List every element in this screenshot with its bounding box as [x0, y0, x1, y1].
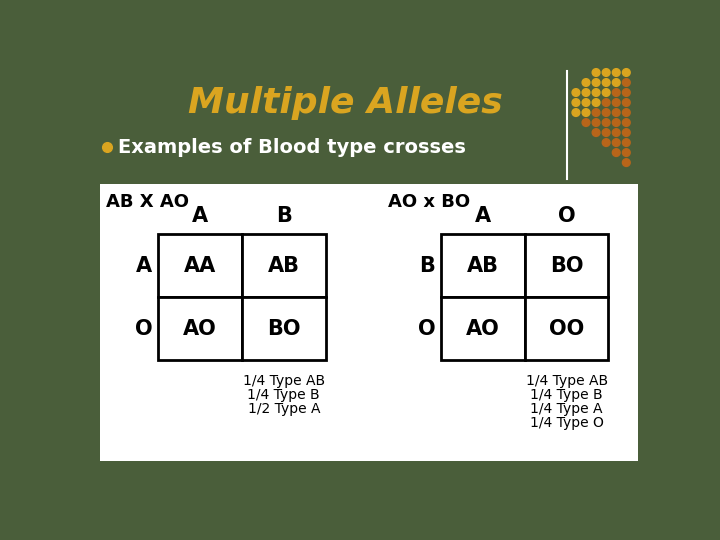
Circle shape — [602, 109, 610, 117]
Circle shape — [612, 119, 620, 126]
Text: AO: AO — [183, 319, 217, 339]
Circle shape — [593, 109, 600, 117]
Text: A: A — [136, 256, 153, 276]
Circle shape — [602, 99, 610, 106]
Circle shape — [582, 99, 590, 106]
Circle shape — [622, 99, 630, 106]
Text: AB: AB — [467, 256, 499, 276]
Text: AO x BO: AO x BO — [388, 193, 470, 211]
Text: AO: AO — [466, 319, 500, 339]
Circle shape — [622, 119, 630, 126]
Circle shape — [622, 79, 630, 86]
Text: Examples of Blood type crosses: Examples of Blood type crosses — [118, 138, 466, 157]
Text: AB: AB — [268, 256, 300, 276]
Circle shape — [602, 139, 610, 146]
Circle shape — [612, 109, 620, 117]
Bar — [158, 234, 242, 298]
Bar — [525, 298, 608, 361]
Text: 1/2 Type A: 1/2 Type A — [248, 402, 320, 416]
Text: 1/4 Type AB: 1/4 Type AB — [243, 374, 325, 388]
Bar — [441, 234, 525, 298]
Circle shape — [612, 129, 620, 137]
Circle shape — [622, 109, 630, 117]
Circle shape — [572, 89, 580, 96]
Text: 1/4 Type B: 1/4 Type B — [248, 388, 320, 402]
Text: BO: BO — [267, 319, 300, 339]
Bar — [100, 184, 638, 461]
Circle shape — [582, 89, 590, 96]
Text: O: O — [558, 206, 575, 226]
Circle shape — [593, 119, 600, 126]
Circle shape — [612, 69, 620, 76]
Circle shape — [612, 148, 620, 157]
Circle shape — [593, 99, 600, 106]
Bar — [242, 298, 325, 361]
Circle shape — [582, 119, 590, 126]
Text: 1/4 Type O: 1/4 Type O — [530, 416, 603, 430]
Bar — [242, 234, 325, 298]
Circle shape — [622, 129, 630, 137]
Text: O: O — [135, 319, 153, 339]
Circle shape — [602, 79, 610, 86]
Circle shape — [593, 89, 600, 96]
Circle shape — [622, 89, 630, 96]
Circle shape — [593, 129, 600, 137]
Text: AB X AO: AB X AO — [106, 193, 189, 211]
Text: A: A — [475, 206, 491, 226]
Circle shape — [622, 69, 630, 76]
Circle shape — [572, 109, 580, 117]
Text: B: B — [419, 256, 435, 276]
Circle shape — [593, 69, 600, 76]
Text: 1/4 Type A: 1/4 Type A — [531, 402, 603, 416]
Text: O: O — [418, 319, 436, 339]
Circle shape — [582, 109, 590, 117]
Text: BO: BO — [550, 256, 583, 276]
Text: OO: OO — [549, 319, 584, 339]
Circle shape — [612, 89, 620, 96]
Circle shape — [602, 119, 610, 126]
Circle shape — [572, 99, 580, 106]
Circle shape — [602, 89, 610, 96]
Circle shape — [602, 129, 610, 137]
Bar — [441, 298, 525, 361]
Text: A: A — [192, 206, 208, 226]
Text: AA: AA — [184, 256, 216, 276]
Circle shape — [593, 79, 600, 86]
Text: 1/4 Type AB: 1/4 Type AB — [526, 374, 608, 388]
Circle shape — [612, 79, 620, 86]
Circle shape — [612, 139, 620, 146]
Text: 1/4 Type B: 1/4 Type B — [531, 388, 603, 402]
Text: B: B — [276, 206, 292, 226]
Text: Multiple Alleles: Multiple Alleles — [189, 86, 503, 120]
Circle shape — [622, 139, 630, 146]
Circle shape — [622, 159, 630, 166]
Circle shape — [582, 79, 590, 86]
Circle shape — [622, 148, 630, 157]
Bar — [525, 234, 608, 298]
Circle shape — [612, 99, 620, 106]
Circle shape — [602, 69, 610, 76]
Bar — [158, 298, 242, 361]
